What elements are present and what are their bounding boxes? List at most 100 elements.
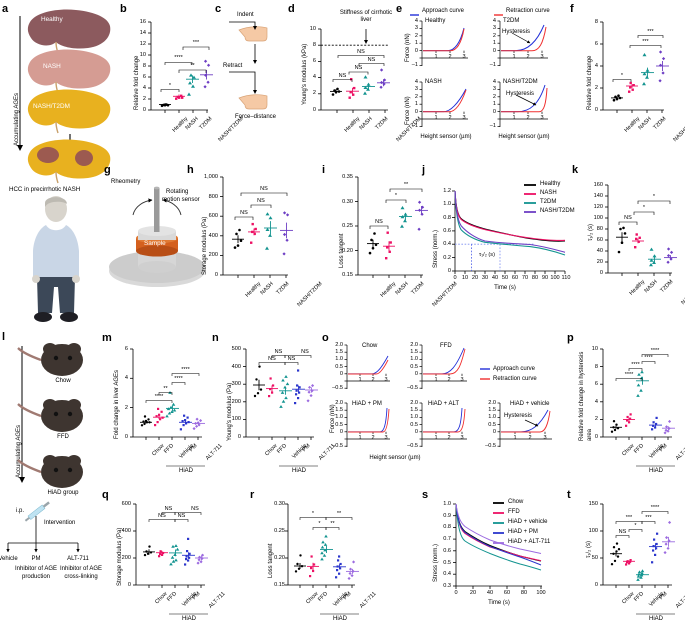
subplot-title-nash: NASH (425, 79, 442, 85)
sig-mark: ** (336, 511, 342, 517)
legend-approach: Approach curve (422, 8, 465, 14)
ytick: 400 (121, 528, 131, 534)
xtick: 1 (358, 435, 362, 441)
sig-mark: ** (163, 386, 168, 392)
ytick: 2.0 (488, 400, 496, 406)
panel-g-title: Rheometry (111, 179, 141, 185)
sig-mark: NS (357, 48, 365, 55)
xtick: 1 (434, 435, 438, 441)
group-label-hiad: HiAD (332, 616, 347, 622)
xcat: NASH/T2DM (680, 279, 685, 307)
panel-d-label: d (288, 3, 295, 15)
tau-label: τ₁/₂ (s) (479, 252, 495, 258)
xtick: 80 (531, 275, 539, 281)
ytick: 0 (312, 107, 316, 113)
panel-o-plots (344, 344, 552, 447)
panel-b: b Relative fold change (120, 0, 245, 160)
ytick: 0 (594, 434, 598, 440)
xtick: 2 (447, 377, 451, 383)
xtick: 30 (481, 275, 489, 281)
panel-k-label: k (572, 164, 579, 176)
liver-label-healthy: Healthy (41, 16, 63, 23)
ytick: 6 (142, 74, 146, 80)
sig-mark: **** (154, 394, 164, 400)
panel-c-graphic (229, 21, 268, 110)
ytick: 150 (588, 501, 598, 507)
panel-g-label: g (104, 164, 111, 176)
ytick: 0.25 (274, 528, 285, 534)
sig-mark: * (620, 72, 624, 79)
ytick: 8 (594, 19, 598, 25)
sig-mark: ** (190, 63, 195, 69)
ytick: 2 (594, 85, 598, 91)
ytick: 1.0 (335, 356, 343, 363)
xtick: 40 (491, 275, 499, 281)
ytick: 6 (594, 381, 598, 388)
ytick: –0.5 (332, 443, 343, 450)
sig-mark: NS (301, 349, 309, 355)
ytick: 14 (139, 30, 146, 36)
panel-q-label: q (102, 489, 109, 501)
panel-h-plot (220, 176, 293, 278)
panel-a-graphic (17, 9, 111, 184)
ytick: 0 (599, 270, 603, 276)
ytick: 4 (124, 375, 128, 382)
panel-i-label: i (322, 164, 326, 176)
ytick: 0.8 (443, 524, 451, 531)
panel-l-label: l (2, 331, 6, 343)
ytick: 50 (591, 555, 598, 561)
xtick: 40 (486, 590, 494, 596)
panel-t: t τ₁/₂ (s) (565, 490, 685, 623)
legend-nash: NASH (540, 190, 557, 196)
ytick: 0.30 (342, 198, 353, 205)
sig-mark: NS (618, 529, 627, 535)
legend-retraction: Retraction curve (493, 376, 537, 382)
xtick: 20 (471, 275, 479, 281)
ytick: 6 (124, 346, 128, 352)
xtick: 110 (561, 275, 571, 281)
ytick: 1 (492, 101, 496, 108)
ytick: 2 (414, 93, 418, 100)
curve-hiad-pm (455, 503, 542, 566)
xtick: 3 (384, 377, 388, 383)
ytick: 1 (414, 40, 418, 47)
ytick: 0.2 (443, 254, 451, 261)
panel-j-plot (452, 184, 566, 274)
ytick: 1.5 (488, 407, 496, 414)
ytick: 1.0 (410, 414, 418, 421)
ytick: 6 (594, 41, 598, 47)
ytick: 0.15 (342, 272, 353, 278)
ytick: 1.5 (410, 349, 418, 356)
ytick: 400 (208, 232, 218, 239)
curve-nash-t2dm (454, 190, 566, 253)
ytick: 1.0 (488, 414, 496, 421)
liver-nash-t2dm-shape (27, 89, 111, 134)
ytick: 4 (492, 18, 496, 24)
sig-mark: **** (644, 355, 653, 361)
xtick: 0 (453, 275, 457, 281)
legend-chow: Chow (508, 499, 524, 505)
sig-mark: *** (192, 40, 200, 46)
ytick: 0.35 (342, 174, 353, 180)
group-label-hiad: HiAD (648, 468, 663, 474)
ytick: 1.0 (443, 501, 451, 507)
sig-mark: NS (624, 215, 632, 221)
panel-a-caption: HCC in precirrhotic NASH (9, 186, 81, 193)
xtick: 3 (462, 115, 466, 121)
sig-mark: NS (354, 65, 363, 71)
subplot-title-nash-t2dm: NASH/T2DM (503, 79, 538, 85)
ytick: 0.8 (443, 214, 451, 221)
ytick: 0 (142, 107, 146, 113)
panel-d-annotation: Stiffness of cirrhotic liver (339, 10, 393, 23)
legend-healthy: Healthy (540, 181, 561, 187)
ytick: 0.3 (443, 583, 451, 589)
xtick: 1 (513, 435, 517, 441)
panel-m-plot (130, 348, 205, 467)
legend-hiad-alt711: HiAD + ALT-711 (508, 539, 551, 545)
group-label-hiad: HiAD (648, 616, 663, 622)
sig-mark: * (642, 205, 646, 211)
panel-b-label: b (120, 3, 127, 15)
ytick: 8 (594, 363, 598, 370)
sig-mark: * (318, 521, 321, 527)
